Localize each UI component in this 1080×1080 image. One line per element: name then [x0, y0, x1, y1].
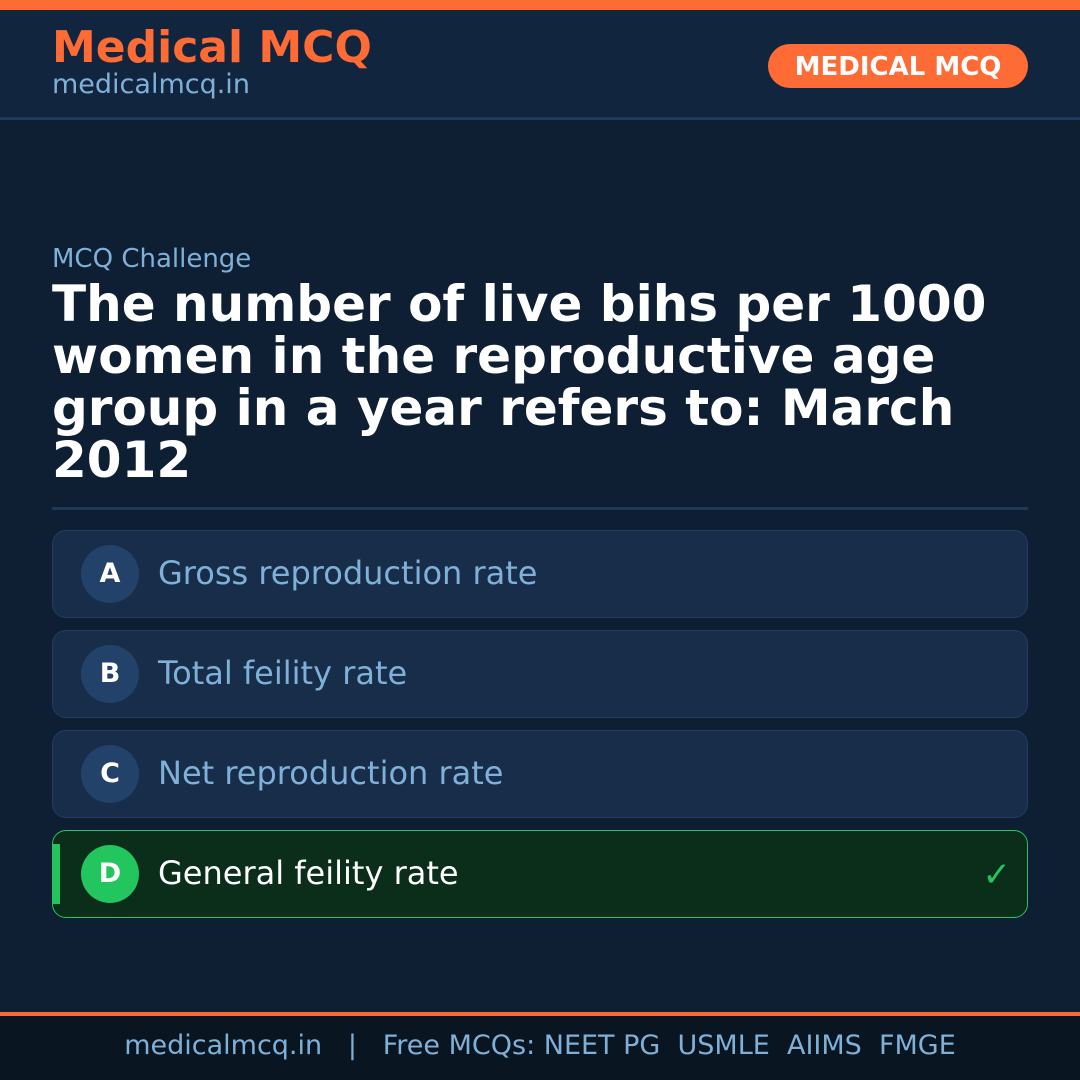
option-letter: A	[81, 545, 139, 603]
option-d-correct[interactable]: D General feility rate ✓	[52, 830, 1028, 918]
top-accent-bar	[0, 0, 1080, 10]
brand-badge: MEDICAL MCQ	[768, 44, 1028, 88]
option-text: Gross reproduction rate	[158, 554, 538, 592]
check-icon: ✓	[982, 855, 1012, 895]
option-text: Net reproduction rate	[158, 754, 504, 792]
option-text: Total feility rate	[158, 654, 408, 692]
brand-title: Medical MCQ	[52, 22, 372, 73]
footer-text: medicalmcq.in | Free MCQs: NEET PG USMLE…	[0, 1012, 1080, 1080]
option-letter: B	[81, 645, 139, 703]
option-c[interactable]: C Net reproduction rate	[52, 730, 1028, 818]
divider	[52, 507, 1028, 510]
option-a[interactable]: A Gross reproduction rate	[52, 530, 1028, 618]
correct-indicator-bar	[52, 844, 60, 904]
brand-url: medicalmcq.in	[52, 69, 250, 100]
option-letter: C	[81, 745, 139, 803]
header: Medical MCQ medicalmcq.in MEDICAL MCQ	[0, 10, 1080, 120]
section-label: MCQ Challenge	[52, 244, 252, 274]
option-letter: D	[81, 845, 139, 903]
question-text: The number of live bihs per 1000 women i…	[52, 275, 987, 489]
option-b[interactable]: B Total feility rate	[52, 630, 1028, 718]
option-text: General feility rate	[158, 854, 459, 892]
